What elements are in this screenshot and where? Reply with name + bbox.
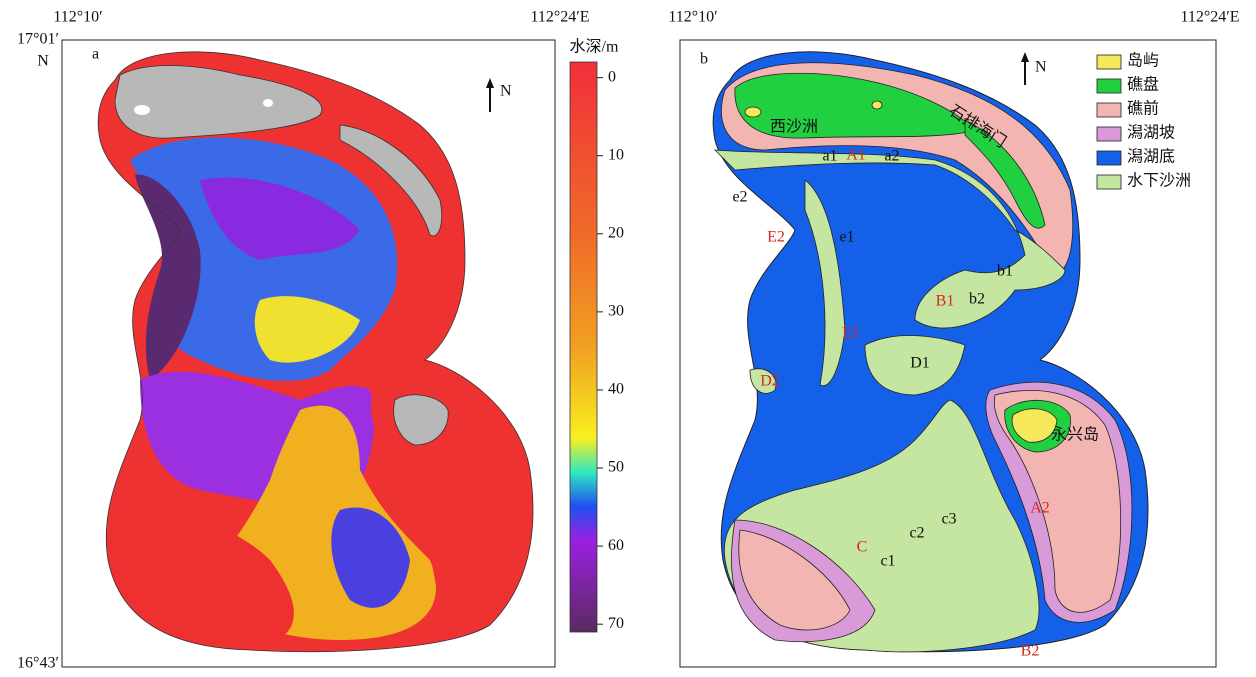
legend-label: 礁前	[1127, 100, 1159, 118]
legend-swatch	[1097, 151, 1121, 165]
legend-label: 潟湖底	[1127, 148, 1175, 166]
site-label: e2	[732, 189, 747, 206]
colorbar	[570, 62, 597, 632]
site-label: C	[857, 539, 868, 556]
island	[872, 101, 882, 109]
colorbar-tick-label: 50	[608, 459, 624, 476]
legend-swatch	[1097, 55, 1121, 69]
site-label: b1	[997, 263, 1013, 280]
colorbar-tick-label: 20	[608, 224, 624, 241]
place-label: 永兴岛	[1051, 426, 1099, 444]
site-label: D1	[910, 355, 930, 372]
colorbar-tick-label: 0	[608, 68, 616, 85]
lon-label: 112°10′	[53, 9, 102, 26]
colorbar-tick-label: 10	[608, 146, 624, 163]
legend-swatch	[1097, 175, 1121, 189]
site-label: a2	[884, 148, 899, 165]
lon-label: 112°10′	[668, 9, 717, 26]
lat-hemisphere: N	[37, 53, 49, 70]
legend-label: 潟湖坡	[1127, 124, 1175, 142]
colorbar-title: 水深/m	[570, 38, 619, 56]
figure: 112°10′ 112°24′E 17°01′ N 16°43′ 112°10′…	[0, 0, 1256, 677]
site-label: A1	[846, 147, 866, 164]
colorbar-tick-label: 40	[608, 381, 624, 398]
islet	[263, 99, 273, 107]
legend-label: 岛屿	[1127, 52, 1159, 70]
lon-label: 112°24′E	[1180, 9, 1239, 26]
site-label: E1	[842, 325, 860, 342]
legend-label: 水下沙洲	[1127, 172, 1191, 190]
legend-swatch	[1097, 127, 1121, 141]
lat-label: 17°01′	[17, 31, 59, 48]
site-label: D2	[760, 373, 780, 390]
legend-label: 礁盘	[1127, 75, 1159, 94]
site-label: A2	[1030, 500, 1050, 517]
lon-label: 112°24′E	[530, 9, 589, 26]
island	[745, 107, 761, 117]
site-label: c2	[909, 525, 924, 542]
panel-label: a	[92, 46, 99, 63]
north-label: N	[500, 83, 512, 100]
site-label: c1	[880, 553, 895, 570]
lat-label: 16°43′	[17, 655, 59, 672]
site-label: b2	[969, 291, 985, 308]
panel-label: b	[700, 51, 708, 68]
site-label: e1	[839, 229, 854, 246]
site-label: c3	[941, 511, 956, 528]
panel-a: a N 水深/m 0 10 20 30 40 50 60 70	[62, 38, 624, 667]
site-label: E2	[767, 229, 785, 246]
legend-swatch	[1097, 103, 1121, 117]
colorbar-tick-label: 30	[608, 303, 624, 320]
colorbar-tick-label: 60	[608, 537, 624, 554]
north-arrow-head	[1021, 52, 1029, 62]
islet	[134, 105, 150, 115]
north-arrow-head	[486, 78, 494, 88]
colorbar-tick-label: 70	[608, 615, 624, 632]
place-label: 西沙洲	[770, 119, 818, 136]
site-label: B1	[936, 293, 955, 310]
site-label: B2	[1021, 643, 1040, 660]
legend-swatch	[1097, 79, 1121, 93]
north-label: N	[1035, 59, 1047, 76]
site-label: a1	[822, 148, 837, 165]
